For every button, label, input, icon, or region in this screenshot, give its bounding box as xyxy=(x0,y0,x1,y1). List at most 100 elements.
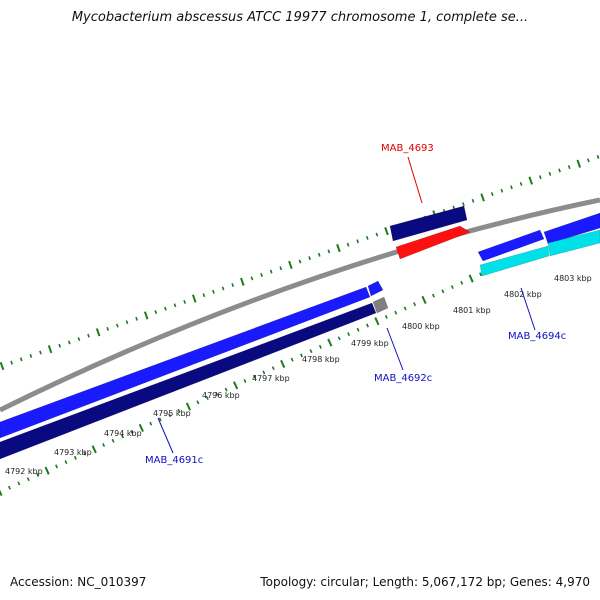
inner-tick xyxy=(460,280,464,285)
gene-label[interactable]: MAB_4691c xyxy=(145,455,203,466)
inner-tick xyxy=(224,387,228,392)
inner-tick xyxy=(44,466,50,475)
inner-tick xyxy=(102,443,106,448)
inner-tick xyxy=(327,338,333,347)
inner-tick xyxy=(366,323,369,328)
inner-tick xyxy=(347,332,351,337)
outer-tick xyxy=(67,340,71,345)
kbp-label: 4798 kbp xyxy=(302,355,340,364)
inner-tick xyxy=(205,396,209,401)
outer-tick xyxy=(317,252,321,257)
gene-feature xyxy=(0,286,371,439)
inner-tick xyxy=(290,357,294,362)
inner-tick xyxy=(479,272,483,277)
kbp-label: 4801 kbp xyxy=(453,306,491,315)
gene-feature xyxy=(543,212,600,245)
topology-summary: Topology: circular; Length: 5,067,172 bp… xyxy=(260,575,590,589)
outer-tick xyxy=(77,337,81,341)
inner-tick xyxy=(215,391,219,396)
gene-feature xyxy=(395,225,471,260)
inner-tick xyxy=(421,295,427,304)
outer-tick xyxy=(576,159,582,168)
inner-tick xyxy=(73,455,77,460)
outer-tick xyxy=(327,249,331,254)
gene-label[interactable]: MAB_4693 xyxy=(381,143,434,154)
gene-labels: MAB_4691c MAB_4692c MAB_4693 MAB_4694c xyxy=(145,143,566,466)
gene-feature xyxy=(372,296,389,314)
outer-tick xyxy=(336,243,341,253)
outer-tick xyxy=(260,273,263,277)
kbp-label: 4799 kbp xyxy=(351,339,389,348)
inner-tick xyxy=(158,417,162,422)
inner-tick xyxy=(91,445,97,454)
gene-feature xyxy=(477,229,545,262)
inner-tick xyxy=(309,349,313,354)
outer-tick xyxy=(10,360,13,365)
outer-tick xyxy=(558,168,561,173)
inner-tick xyxy=(280,359,286,368)
outer-tick xyxy=(279,266,283,271)
outer-tick xyxy=(298,259,302,264)
outer-tick xyxy=(0,361,5,371)
gene-label[interactable]: MAB_4692c xyxy=(374,373,432,384)
inner-tick xyxy=(384,314,388,319)
outer-tick xyxy=(95,328,101,337)
gene-feature xyxy=(367,280,384,297)
outer-tick xyxy=(47,345,53,354)
outer-tick xyxy=(125,320,129,325)
inner-tick xyxy=(196,400,200,405)
inner-tick xyxy=(17,481,21,486)
outer-tick xyxy=(231,283,235,288)
outer-tick xyxy=(519,182,523,186)
outer-tick xyxy=(135,316,138,321)
inner-tick xyxy=(356,327,360,332)
outer-tick xyxy=(567,165,571,170)
outer-tick xyxy=(58,343,62,348)
inner-tick xyxy=(271,366,275,371)
outer-tick xyxy=(346,242,350,247)
outer-tick xyxy=(462,202,465,207)
gene-feature xyxy=(547,229,600,257)
gene-feature xyxy=(389,205,468,242)
outer-tick xyxy=(375,232,379,237)
gene-leader-line xyxy=(386,327,404,371)
outer-tick xyxy=(538,175,542,180)
inner-tick xyxy=(185,402,192,411)
kbp-label: 4803 kbp xyxy=(554,274,592,283)
map-title: Mycobacterium abscessus ATCC 19977 chrom… xyxy=(71,10,529,25)
inner-tick xyxy=(394,310,398,315)
inner-tick xyxy=(337,336,341,341)
kbp-label: 4795 kbp xyxy=(153,409,191,418)
outer-tick xyxy=(288,260,293,269)
inner-tick xyxy=(233,381,239,390)
inner-tick xyxy=(431,293,435,298)
outer-tick xyxy=(596,155,600,159)
outer-tick xyxy=(221,286,225,291)
gene-features xyxy=(0,205,600,460)
inner-tick xyxy=(300,353,304,358)
inner-tick xyxy=(0,489,3,497)
outer-tick xyxy=(480,193,485,202)
inner-tick xyxy=(450,285,454,290)
outer-tick xyxy=(191,294,197,303)
inner-tick xyxy=(413,302,417,307)
inner-tick xyxy=(111,438,115,443)
gene-leader-line xyxy=(407,156,423,204)
inner-tick xyxy=(441,289,445,294)
inner-tick xyxy=(7,485,11,490)
outer-tick xyxy=(240,277,245,286)
outer-tick xyxy=(143,311,149,320)
kbp-label: 4794 kbp xyxy=(104,429,142,438)
outer-tick xyxy=(500,188,504,193)
outer-tick xyxy=(471,198,475,203)
outer-tick xyxy=(87,333,90,338)
outer-tick xyxy=(116,323,119,328)
inner-tick-track xyxy=(0,268,492,497)
gene-label[interactable]: MAB_4694c xyxy=(508,331,566,342)
gene-feature xyxy=(479,245,550,277)
inner-tick xyxy=(468,274,474,283)
kbp-label: 4797 kbp xyxy=(252,374,290,383)
inner-tick xyxy=(177,408,181,413)
inner-tick xyxy=(262,370,266,375)
